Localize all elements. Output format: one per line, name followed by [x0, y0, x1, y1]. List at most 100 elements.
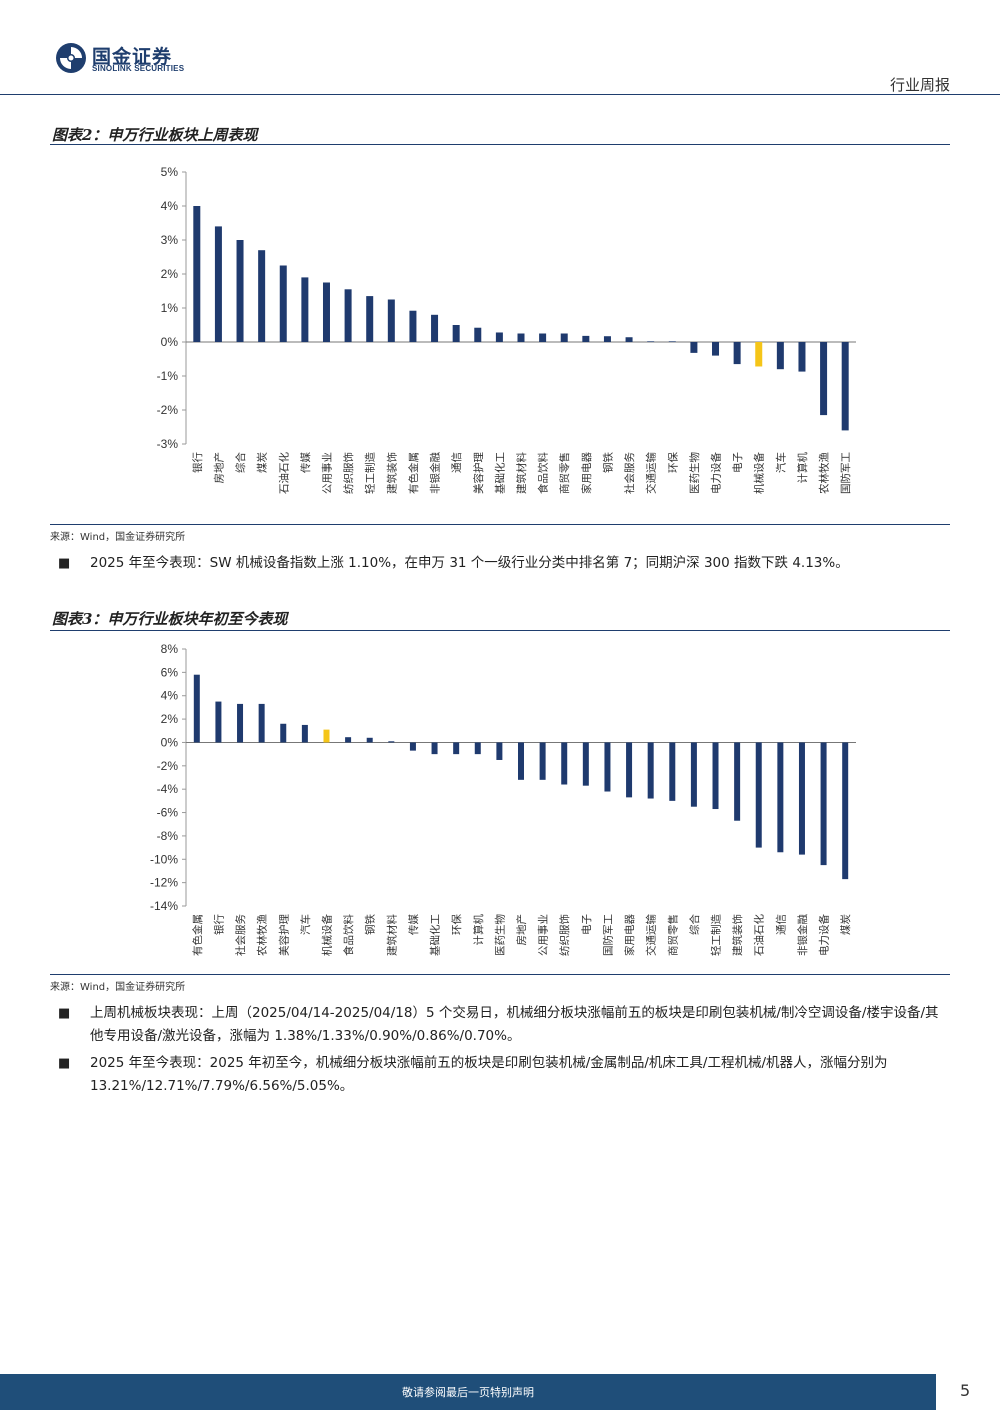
x-tick-label: 环保: [450, 914, 463, 935]
chart-bar: [301, 277, 309, 342]
x-tick-label: 钢铁: [601, 452, 614, 473]
x-tick-label: 钢铁: [364, 914, 377, 935]
x-tick-label: 公用事业: [320, 452, 333, 494]
x-tick-label: 家用电器: [580, 452, 593, 494]
chart-bar: [603, 336, 611, 342]
bullet-text: 2025 年至今表现：2025 年初至今，机械细分板块涨幅前五的板块是印刷包装机…: [90, 1055, 888, 1094]
x-tick-label: 煤炭: [256, 452, 269, 473]
y-tick-label: 0%: [161, 335, 179, 349]
chart-bar: [582, 742, 589, 786]
chart-bar: [755, 342, 763, 367]
chart-bar: [453, 742, 460, 755]
header-divider: [0, 94, 1000, 95]
x-tick-label: 农林牧渔: [256, 914, 269, 956]
y-tick-label: 4%: [161, 689, 179, 703]
chart-bar: [237, 703, 244, 743]
y-tick-label: -8%: [157, 829, 179, 843]
y-tick-label: 8%: [161, 642, 179, 656]
x-tick-label: 房地产: [515, 914, 528, 946]
sinolink-logo-icon: [56, 43, 86, 73]
y-tick-label: -1%: [157, 369, 179, 383]
y-tick-label: -3%: [157, 437, 179, 451]
x-tick-label: 纺织服饰: [342, 452, 355, 494]
y-tick-label: 2%: [161, 267, 179, 281]
x-tick-label: 轻工制造: [710, 914, 723, 956]
x-tick-label: 煤炭: [839, 914, 852, 935]
figure3-source: 来源：Wind，国金证券研究所: [50, 982, 186, 993]
chart-bar: [820, 342, 828, 416]
y-tick-label: 1%: [161, 301, 179, 315]
chart-bar: [539, 742, 546, 780]
figure2-source: 来源：Wind，国金证券研究所: [50, 532, 186, 543]
bullet-square-icon: ■: [58, 1056, 71, 1071]
x-tick-label: 有色金属: [191, 914, 204, 956]
chart-bar: [409, 310, 417, 342]
chart-bar: [690, 742, 697, 807]
chart-bar: [734, 742, 741, 821]
chart-bar: [495, 332, 503, 342]
y-tick-label: 6%: [161, 665, 179, 679]
chart-bar: [388, 741, 395, 743]
x-tick-label: 交通运输: [645, 914, 658, 956]
x-tick-label: 传媒: [299, 452, 312, 473]
figure2-bar-chart: 5% 4% 3% 2% 1% 0% -1% -2% -3% 银行 房地产 综合 煤炭 石油石化 传媒 公用事业…: [157, 165, 856, 494]
x-tick-label: 美容护理: [277, 914, 290, 956]
chart-bar: [841, 342, 849, 431]
bullet-text: 2025 年至今表现：SW 机械设备指数上涨 1.10%，在申万 31 个一级行…: [90, 555, 849, 571]
chart-bar: [387, 299, 395, 342]
chart-bar: [280, 723, 287, 743]
bullet-square-icon: ■: [58, 1006, 71, 1021]
chart-bar: [236, 240, 244, 342]
x-tick-label: 电力设备: [818, 914, 831, 956]
x-tick-label: 银行: [191, 452, 204, 473]
chart-bar: [517, 333, 525, 342]
bullet-text: 上周机械板块表现：上周（2025/04/14-2025/04/18）5 个交易日…: [90, 1005, 939, 1044]
chart-bar: [798, 742, 805, 855]
chart-bar: [820, 742, 827, 866]
y-tick-label: -10%: [150, 852, 178, 866]
x-tick-label: 社会服务: [234, 914, 247, 956]
y-tick-label: -4%: [157, 782, 179, 796]
x-tick-label: 石油石化: [753, 914, 766, 956]
x-tick-label: 医药生物: [688, 452, 701, 494]
chart-bar: [776, 342, 784, 370]
x-tick-label: 综合: [688, 914, 701, 935]
chart-bar: [733, 342, 741, 365]
figure2-title-rule: [50, 144, 950, 145]
chart-bar: [474, 327, 482, 342]
chart-bar: [215, 701, 222, 743]
x-tick-label: 基础化工: [493, 452, 506, 494]
x-tick-label: 食品饮料: [537, 452, 550, 494]
x-tick-label: 计算机: [472, 914, 485, 946]
x-tick-label: 电力设备: [710, 452, 723, 494]
chart-bar: [431, 314, 439, 342]
figure2-source-rule: [50, 524, 950, 525]
figure3-title: 图表3：申万行业板块年初至今表现: [52, 610, 288, 628]
x-tick-label: 银行: [212, 914, 225, 935]
chart-bar: [539, 333, 547, 342]
chart-bar: [755, 742, 762, 848]
chart-bar: [366, 737, 373, 743]
x-tick-label: 通信: [451, 452, 463, 473]
chart-bar: [798, 342, 806, 372]
x-tick-label: 非银金融: [429, 452, 442, 494]
footer-disclaimer: 敬请参阅最后一页特别声明: [402, 1386, 534, 1399]
x-tick-label: 汽车: [299, 914, 312, 935]
y-tick-label: -6%: [157, 806, 179, 820]
chart-bar: [777, 742, 784, 853]
figure2-title: 图表2：申万行业板块上周表现: [52, 126, 258, 144]
document-type: 行业周报: [889, 76, 950, 94]
bullet-weekly-subsector: ■ 上周机械板块表现：上周（2025/04/14-2025/04/18）5 个交…: [58, 1002, 950, 1048]
bullet-ytd-performance: ■ 2025 年至今表现：SW 机械设备指数上涨 1.10%，在申万 31 个一…: [58, 552, 950, 600]
chart-bar: [647, 341, 655, 342]
chart-bar: [668, 341, 676, 342]
chart-bar: [345, 737, 352, 743]
bullet-ytd-subsector: ■ 2025 年至今表现：2025 年初至今，机械细分板块涨幅前五的板块是印刷包…: [58, 1052, 950, 1098]
x-tick-label: 社会服务: [623, 452, 636, 494]
chart-bar: [669, 742, 676, 801]
chart-bar: [214, 226, 222, 342]
chart-bar: [712, 742, 719, 810]
x-tick-label: 石油石化: [277, 452, 290, 494]
chart-bar: [625, 337, 633, 342]
x-tick-label: 通信: [775, 914, 787, 935]
